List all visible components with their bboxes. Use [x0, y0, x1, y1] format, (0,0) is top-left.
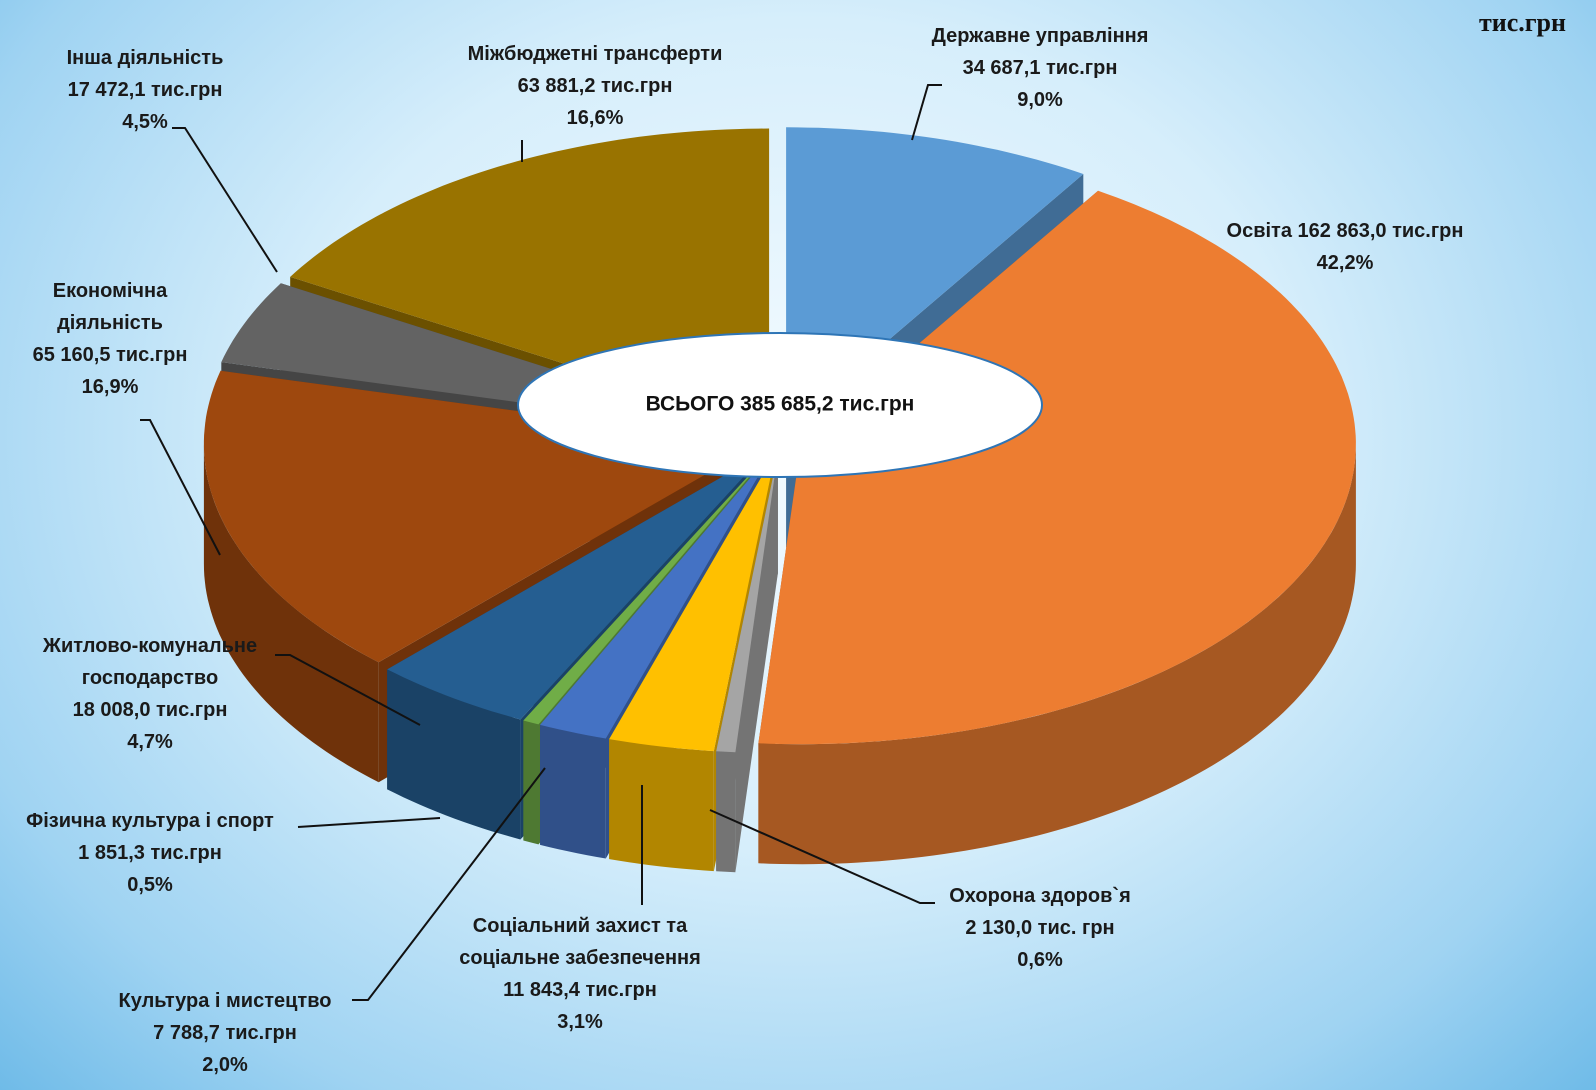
- slice: [540, 452, 773, 739]
- slice: [523, 451, 771, 725]
- percent-label: 9,0%: [1017, 89, 1063, 111]
- value-label: 1 851,3 тис.грн: [78, 842, 222, 864]
- leader-lines: [140, 84, 942, 1001]
- value-label: 18 008,0 тис.грн: [72, 699, 228, 721]
- center-ellipse: [517, 332, 1043, 478]
- slice-label: Соціальний захист та соціальне забезпече…: [420, 910, 740, 1038]
- category-label: Житлово-комунальне господарство: [42, 635, 258, 689]
- category-label: Охорона здоров`я: [949, 885, 1131, 907]
- leader-line: [140, 419, 221, 556]
- leader-line: [709, 809, 935, 904]
- leader-line: [275, 654, 421, 726]
- value-label: 65 160,5 тис.грн: [32, 344, 188, 366]
- slice-outer-side: [523, 720, 539, 845]
- category-label: Інша діяльність: [66, 47, 224, 69]
- slice-label: Економічна діяльність 65 160,5 тис.грн 16,…: [5, 275, 215, 403]
- category-label: Державне управління: [931, 25, 1149, 47]
- percent-label: 0,5%: [127, 874, 173, 896]
- slice-label: Житлово-комунальне господарство 18 008,0 …: [5, 630, 295, 758]
- unit-label: тис.грн: [1478, 8, 1566, 37]
- percent-label: 16,9%: [81, 376, 139, 398]
- percent-label: 42,2%: [1316, 252, 1374, 274]
- value-label: 11 843,4 тис.грн: [503, 979, 657, 1001]
- center-label: ВСЬОГО 385 685,2 тис.грн: [646, 393, 915, 416]
- percent-label: 0,6%: [1017, 949, 1063, 971]
- slice-label: Освіта 162 863,0 тис.грн 42,2%: [1145, 215, 1545, 279]
- value-label: 7 788,7 тис.грн: [153, 1022, 297, 1044]
- category-label: Міжбюджетні трансферти: [467, 43, 723, 65]
- slice-label: Державне управління 34 687,1 тис.грн 9,0%: [840, 20, 1240, 116]
- category-label: Соціальний захист та соціальне забезпече…: [459, 915, 701, 969]
- slice-outer-side: [609, 739, 714, 872]
- value-label: 162 863,0 тис.грн: [1297, 220, 1464, 242]
- slice: [758, 190, 1356, 745]
- leader-line: [172, 127, 278, 273]
- slice: [609, 452, 776, 752]
- percent-label: 16,6%: [566, 107, 624, 129]
- slice-outer-side: [203, 443, 379, 783]
- slice-outer-side: [716, 751, 736, 873]
- percent-label: 3,1%: [557, 1011, 603, 1033]
- percent-label: 2,0%: [202, 1054, 248, 1076]
- percent-label: 4,5%: [122, 111, 168, 133]
- slice-label: Фізична культура і спорт 1 851,3 тис.грн 0…: [0, 805, 300, 901]
- slice-label: Культура і мистецтво 7 788,7 тис.грн 2,0%: [75, 985, 375, 1081]
- category-label: Культура і мистецтво: [118, 990, 332, 1012]
- percent-label: 4,7%: [127, 731, 173, 753]
- leader-line: [352, 767, 546, 1001]
- slice-label: Охорона здоров`я 2 130,0 тис. грн 0,6%: [890, 880, 1190, 976]
- leader-line: [911, 84, 942, 141]
- slice: [387, 450, 768, 720]
- value-label: 2 130,0 тис. грн: [965, 917, 1115, 939]
- slice-outer-side: [758, 444, 1356, 865]
- category-label: Освіта: [1226, 220, 1292, 242]
- value-label: 17 472,1 тис.грн: [67, 79, 223, 101]
- slice-label: Інша діяльність 17 472,1 тис.грн 4,5%: [0, 42, 295, 138]
- slice: [716, 453, 778, 753]
- slice-label: Міжбюджетні трансферти 63 881,2 тис.грн 16…: [415, 38, 775, 134]
- category-label: Фізична культура і спорт: [26, 810, 274, 832]
- value-label: 63 881,2 тис.грн: [517, 75, 673, 97]
- value-label: 34 687,1 тис.грн: [962, 57, 1118, 79]
- leader-line: [297, 817, 441, 828]
- category-label: Економічна діяльність: [52, 280, 168, 334]
- slice-outer-side: [387, 669, 521, 840]
- slice-outer-side: [540, 724, 606, 859]
